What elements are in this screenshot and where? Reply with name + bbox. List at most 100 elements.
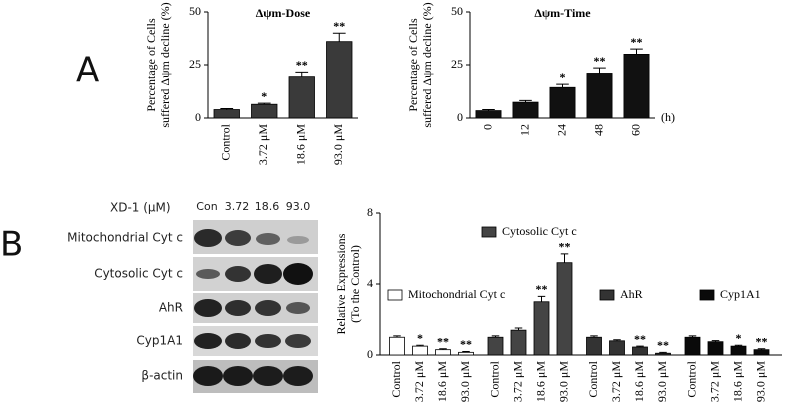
error-bar <box>556 83 569 88</box>
y-tick-label: 0 <box>367 347 373 361</box>
significance-label: ** <box>296 58 308 72</box>
error-bar <box>482 109 495 111</box>
error-bar <box>439 348 447 350</box>
error-bar <box>734 344 743 347</box>
y-axis-label: Relative Expressions <box>334 233 348 334</box>
x-tick-label: 93.0 μM <box>753 361 767 402</box>
y-tick-label: 50 <box>451 4 463 18</box>
bar <box>753 349 770 356</box>
error-bar <box>462 350 470 353</box>
panel-label: B <box>0 225 23 265</box>
y-tick-label: 25 <box>451 57 463 71</box>
significance-label: ** <box>559 240 571 254</box>
x-tick-label: 18.6 μM <box>435 361 449 402</box>
y-tick-label: 4 <box>367 276 373 290</box>
error-bar <box>332 32 346 42</box>
error-bar <box>537 295 546 302</box>
legend-swatch <box>481 226 497 238</box>
y-tick-label: 50 <box>189 4 201 18</box>
error-bar <box>491 335 500 338</box>
bar <box>655 352 671 356</box>
y-axis-label: Percentage of Cells <box>144 18 158 112</box>
bar <box>609 340 625 356</box>
significance-label: ** <box>756 335 768 349</box>
error-bar <box>220 107 234 110</box>
blot-row-label: Mitochondrial Cyt c <box>67 231 183 245</box>
x-tick-label: 18.6 μM <box>533 361 547 402</box>
bar <box>458 351 474 356</box>
x-tick-label: 93.0 μM <box>331 124 345 165</box>
x-tick-label: Control <box>684 360 698 397</box>
blot-row-label: β-actin <box>141 369 183 383</box>
significance-label: ** <box>333 19 345 33</box>
x-tick-label: 93.0 μM <box>655 361 669 402</box>
error-bar <box>711 340 720 342</box>
significance-label: ** <box>460 337 472 351</box>
y-axis-label: (To the Control) <box>348 245 362 323</box>
y-axis-label: suffered Δψm decline (%) <box>420 2 434 127</box>
bar <box>632 346 648 356</box>
bar <box>435 349 451 356</box>
bar <box>707 341 724 356</box>
bar <box>487 336 504 356</box>
blot-header: XD-1 (μM) <box>110 201 171 215</box>
legend-swatch <box>387 289 403 301</box>
error-bar <box>519 99 532 103</box>
y-tick-label: 0 <box>195 110 201 124</box>
panel-label: A <box>76 51 99 91</box>
lane-label: Con <box>196 200 217 213</box>
lane-label: 3.72 <box>225 200 250 213</box>
bar <box>512 101 539 119</box>
bar <box>549 86 576 119</box>
x-tick-label: 18.6 μM <box>632 361 646 402</box>
bar <box>412 345 428 356</box>
x-tick-label: 93.0 μM <box>556 361 570 402</box>
bar <box>533 301 550 356</box>
y-tick-label: 0 <box>457 110 463 124</box>
bar <box>475 110 502 119</box>
x-tick-label: 48 <box>591 124 605 136</box>
x-tick-label: 3.72 μM <box>412 361 426 402</box>
x-tick-label: Control <box>219 123 233 160</box>
bar <box>684 336 701 356</box>
error-bar <box>416 344 424 347</box>
error-bar <box>630 48 643 55</box>
x-tick-label: 3.72 μM <box>510 361 524 402</box>
error-bar <box>659 351 667 354</box>
bar <box>623 54 650 119</box>
error-bar <box>295 71 309 77</box>
significance-label: ** <box>594 54 606 68</box>
error-bar <box>688 335 697 338</box>
x-tick-label: 0 <box>480 124 494 130</box>
significance-label: * <box>417 331 423 345</box>
error-bar <box>560 253 569 263</box>
chart-title: Δψm-Time <box>534 6 591 20</box>
x-tick-label: 3.72 μM <box>609 361 623 402</box>
y-tick-label: 25 <box>189 57 201 71</box>
x-tick-label: 18.6 μM <box>730 361 744 402</box>
legend-label: AhR <box>620 287 643 301</box>
legend-label: Cyp1A1 <box>720 287 761 301</box>
bar <box>556 262 573 356</box>
bar <box>510 329 527 356</box>
y-axis-label: Percentage of Cells <box>406 18 420 112</box>
x-tick-label: Control <box>487 360 501 397</box>
significance-label: ** <box>657 338 669 352</box>
error-bar <box>593 67 606 74</box>
legend-swatch <box>599 289 615 301</box>
legend-label: Mitochondrial Cyt c <box>408 287 505 301</box>
significance-label: ** <box>631 35 643 49</box>
significance-label: * <box>736 331 742 345</box>
bar <box>389 336 405 356</box>
x-tick-label: 3.72 μM <box>256 124 270 165</box>
x-tick-label: Control <box>586 360 600 397</box>
legend-label: Cytosolic Cyt c <box>502 224 577 238</box>
lane-label: 18.6 <box>255 200 280 213</box>
error-bar <box>393 335 401 338</box>
x-tick-label: 18.6 μM <box>294 124 308 165</box>
significance-label: ** <box>437 335 449 349</box>
x-tick-label: 12 <box>517 124 531 136</box>
significance-label: * <box>560 70 566 84</box>
y-axis-label: suffered Δψm decline (%) <box>158 2 172 127</box>
